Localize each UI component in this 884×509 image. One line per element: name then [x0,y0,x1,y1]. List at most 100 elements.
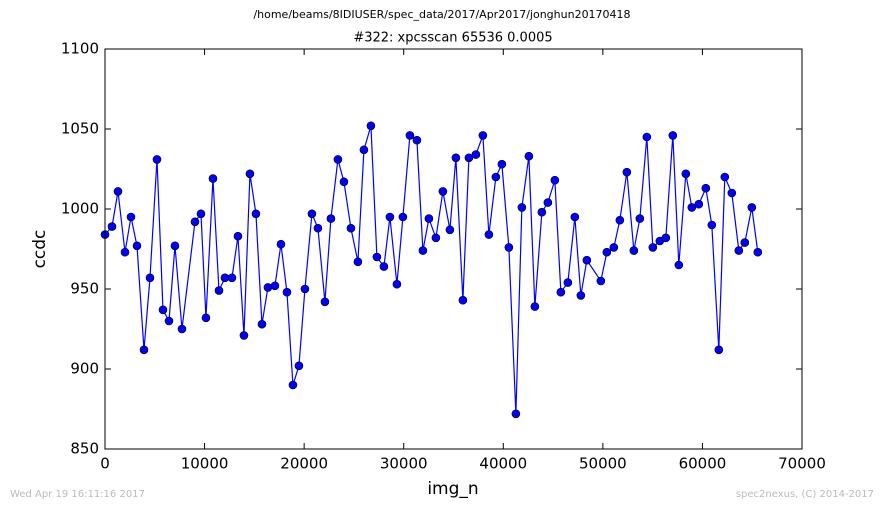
data-point [596,276,606,286]
y-tick-label: 1100 [61,40,99,58]
data-point [511,409,521,419]
data-point [359,145,369,155]
data-point [458,295,468,305]
data-point [294,361,304,371]
data-point [445,225,455,235]
x-tick-label: 30000 [380,455,428,473]
data-point [504,243,514,252]
data-point [530,302,540,311]
data-point [107,222,117,231]
data-point [556,287,566,297]
data-point [517,203,527,212]
data-point [694,199,704,209]
footer-right: spec2nexus, (C) 2014-2017 [736,489,874,500]
data-point [681,169,691,179]
data-point [405,131,415,140]
data-point [177,324,187,334]
data-point [208,174,218,183]
chart-title: #322: xpcsscan 65536 0.0005 [353,31,552,46]
data-point [113,187,123,196]
data-point [543,198,553,207]
footer-left: Wed Apr 19 16:11:16 2017 [10,489,145,500]
data-point [464,153,474,163]
data-point [570,212,580,222]
data-point [642,132,652,142]
data-point [609,243,619,252]
data-point [734,246,744,255]
data-point [550,175,560,185]
suptitle: /home/beams/8IDIUSER/spec_data/2017/Apr2… [253,8,630,21]
data-point [276,239,286,249]
plot-frame [104,48,803,450]
data-point [190,217,200,227]
data-point [139,345,149,355]
data-point [622,167,632,177]
data-point [245,169,255,179]
data-point [392,279,402,289]
data-point [629,246,639,255]
data-point [164,316,174,326]
data-point [196,209,206,219]
data-point [145,273,155,283]
data-point [740,238,750,247]
data-point [707,220,717,230]
data-point [326,214,336,223]
x-axis-label: img_n [427,479,478,499]
data-point [366,121,376,131]
data-point [313,223,323,233]
data-point [491,172,501,182]
data-point [753,247,763,257]
x-tick-label: 10000 [181,455,229,473]
data-point [484,230,494,239]
data-point [563,278,573,287]
data-point [648,243,658,252]
data-point [668,131,678,140]
data-point [132,241,142,251]
data-point [353,257,363,267]
data-point [451,153,461,163]
data-point [152,155,162,164]
data-point [537,207,547,217]
data-point [674,260,684,270]
y-axis-label: ccdc [30,230,50,269]
x-tick-label: 40000 [479,455,527,473]
data-point [320,297,330,307]
data-point [158,305,168,315]
data-point [372,252,382,262]
data-point [602,247,612,257]
data-point [412,135,422,145]
data-point [661,233,671,243]
x-tick-label: 20000 [280,455,328,473]
data-point [714,345,724,355]
x-tick-label: 50000 [579,455,627,473]
data-point [227,273,237,283]
data-point [307,209,317,219]
data-point [398,212,408,222]
data-point [471,150,481,159]
data-point [257,319,267,329]
data-point [214,286,224,295]
data-point [251,209,261,219]
data-point [431,233,441,243]
data-point [379,262,389,271]
y-tick-label: 900 [70,360,99,378]
data-point [339,177,349,187]
data-point [270,281,280,291]
data-point [438,187,448,196]
data-point [635,214,645,223]
data-point [418,246,428,255]
data-point [582,255,592,265]
data-point [720,172,730,182]
data-line [104,125,759,414]
data-point [333,155,343,164]
data-point [126,212,136,222]
data-point [615,215,625,225]
data-point [346,223,356,233]
data-point [385,212,395,222]
x-tick-label: 0 [100,455,110,473]
data-point [747,203,757,212]
x-tick-label: 70000 [778,455,826,473]
data-point [576,291,586,300]
data-point [263,283,273,292]
